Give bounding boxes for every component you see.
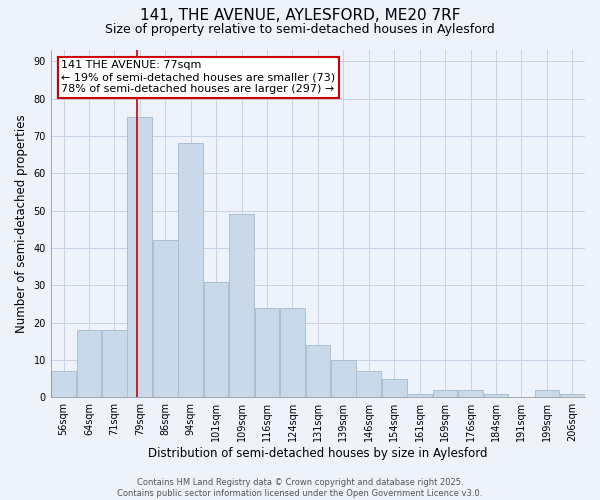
X-axis label: Distribution of semi-detached houses by size in Aylesford: Distribution of semi-detached houses by … [148,447,488,460]
Bar [305,345,330,398]
Bar [204,282,229,398]
Bar [382,378,407,398]
Bar [254,308,280,398]
Bar [433,390,457,398]
Text: Contains HM Land Registry data © Crown copyright and database right 2025.
Contai: Contains HM Land Registry data © Crown c… [118,478,482,498]
Bar [484,394,508,398]
Text: 141 THE AVENUE: 77sqm
← 19% of semi-detached houses are smaller (73)
78% of semi: 141 THE AVENUE: 77sqm ← 19% of semi-deta… [61,60,335,94]
Bar [356,371,381,398]
Bar [407,394,432,398]
Bar [535,390,559,398]
Text: 141, THE AVENUE, AYLESFORD, ME20 7RF: 141, THE AVENUE, AYLESFORD, ME20 7RF [140,8,460,22]
Bar [77,330,101,398]
Bar [127,117,152,398]
Bar [229,214,254,398]
Bar [280,308,305,398]
Bar [458,390,483,398]
Y-axis label: Number of semi-detached properties: Number of semi-detached properties [15,114,28,333]
Bar [51,371,76,398]
Bar [560,394,584,398]
Text: Size of property relative to semi-detached houses in Aylesford: Size of property relative to semi-detach… [105,22,495,36]
Bar [153,240,178,398]
Bar [331,360,356,398]
Bar [178,144,203,398]
Bar [102,330,127,398]
